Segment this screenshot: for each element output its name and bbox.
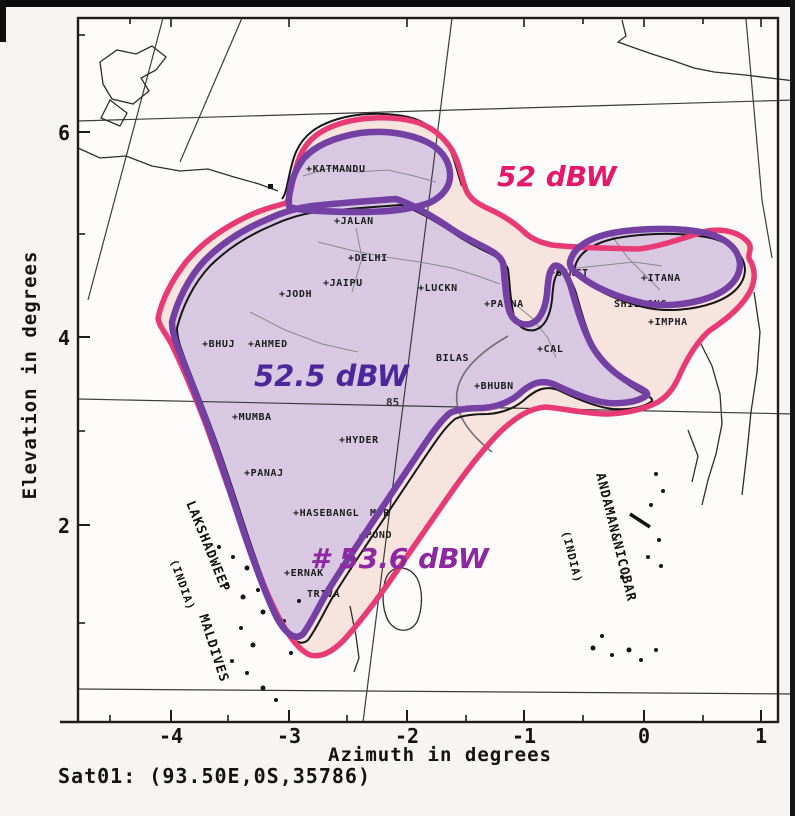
city-label: +KATMANDU (306, 164, 366, 175)
city-label: +JAIPU (323, 278, 363, 289)
city-label: +IMPHA (648, 317, 688, 328)
x-tick-label: -2 (394, 724, 420, 748)
city-label: +BHUBN (474, 381, 514, 392)
scan-border-top (0, 0, 795, 7)
island-dots (217, 472, 665, 702)
contour-label-52dbw: 52 dBW (497, 160, 617, 193)
contour-label-52-5dbw: 52.5 dBW (254, 359, 409, 393)
meridian-annotation: 85 (386, 396, 399, 409)
map-mark (268, 184, 273, 189)
x-tick-label: 0 (637, 724, 651, 748)
x-tick-label: -1 (511, 724, 537, 748)
y-tick-label: 6 (57, 121, 70, 145)
satellite-info-footer: Sat01: (93.50E,0S,35786) (58, 764, 371, 788)
y-tick-label: 4 (57, 326, 70, 350)
contour-52dbw (155, 115, 757, 659)
city-label: +PANAJ (244, 468, 284, 479)
city-label: +MUMBA (232, 412, 272, 423)
beam-center-arc (455, 335, 509, 453)
border-coast-lines (77, 19, 795, 673)
city-label: +JALAN (334, 216, 374, 227)
y-tick-label: 2 (57, 514, 70, 538)
x-axis-title: Azimuth in degrees (328, 744, 552, 766)
x-tick-label: -3 (276, 724, 302, 748)
city-label: +CAL (537, 344, 563, 355)
city-label: +ITANA (641, 273, 681, 284)
y-axis-title: Elevation in degrees (19, 250, 41, 500)
city-label: +POND (359, 530, 392, 541)
city-label: +PATNA (484, 299, 524, 310)
scan-border-right (790, 0, 795, 816)
city-label: +HYDER (339, 435, 379, 446)
plot-frame (60, 16, 780, 724)
contour-label-53-6dbw: # 53.6 dBW (310, 542, 489, 575)
scan-border-corner (0, 0, 6, 42)
city-label: +JODH (279, 289, 312, 300)
city-label: +AHMED (248, 339, 288, 350)
city-label: +LUCKN (418, 283, 458, 294)
city-label: +HASEBANGL (293, 508, 359, 519)
contour-52-5dbw (168, 128, 744, 640)
x-tick-label: 1 (754, 724, 768, 748)
city-label: +ERNAK (284, 568, 324, 579)
contour-fills (158, 117, 755, 656)
city-label: +DELHI (348, 253, 388, 264)
x-tick-label: -4 (158, 724, 184, 748)
interior-boundary-lines (249, 167, 663, 359)
city-label: +BHUJ (202, 339, 235, 350)
city-label: BILAS (436, 353, 469, 364)
